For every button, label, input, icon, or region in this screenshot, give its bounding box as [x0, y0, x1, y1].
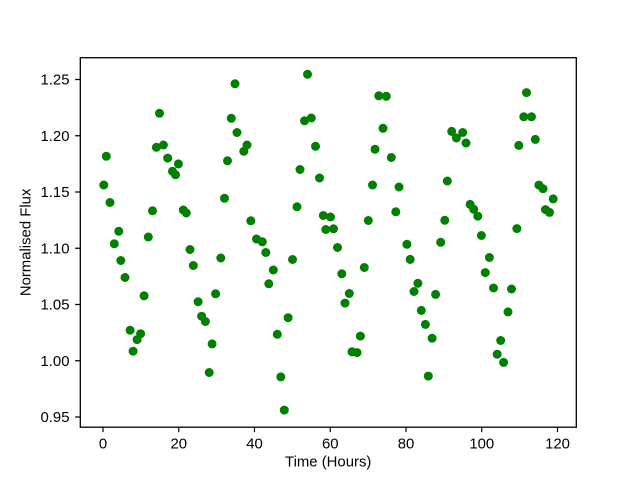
svg-text:40: 40: [246, 436, 263, 452]
svg-text:1.05: 1.05: [41, 298, 70, 314]
svg-text:1.15: 1.15: [41, 185, 70, 201]
svg-text:1.25: 1.25: [41, 73, 70, 89]
svg-text:Normalised Flux: Normalised Flux: [19, 188, 35, 296]
svg-text:60: 60: [322, 436, 339, 452]
svg-text:0.95: 0.95: [41, 410, 70, 426]
svg-text:Time (Hours): Time (Hours): [285, 455, 371, 471]
svg-text:1.00: 1.00: [41, 354, 70, 370]
svg-text:1.20: 1.20: [41, 129, 70, 145]
svg-text:80: 80: [398, 436, 415, 452]
svg-text:1.10: 1.10: [41, 241, 70, 257]
svg-text:20: 20: [170, 436, 187, 452]
svg-text:120: 120: [545, 436, 570, 452]
svg-text:100: 100: [469, 436, 494, 452]
svg-text:0: 0: [99, 436, 107, 452]
